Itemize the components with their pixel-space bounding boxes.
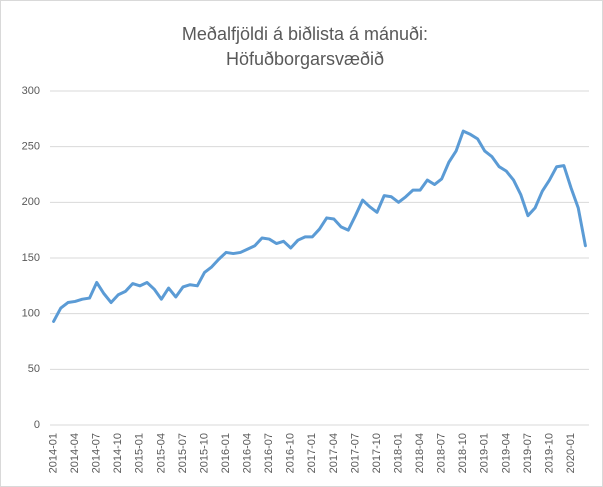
x-tick-label: 2017-04 <box>328 433 340 473</box>
chart-title: Meðalfjöldi á biðlista á mánuði: <box>182 24 428 44</box>
chart-title: Höfuðborgarsvæðið <box>226 49 384 69</box>
y-tick-label: 300 <box>22 85 40 97</box>
x-tick-label: 2017-10 <box>371 433 383 473</box>
x-tick-label: 2018-10 <box>457 433 469 473</box>
x-tick-label: 2015-07 <box>177 433 189 473</box>
x-tick-label: 2019-01 <box>479 433 491 473</box>
x-tick-label: 2014-10 <box>112 433 124 473</box>
x-tick-label: 2017-07 <box>349 433 361 473</box>
x-tick-label: 2017-01 <box>306 433 318 473</box>
y-tick-label: 250 <box>22 141 40 153</box>
x-tick-label: 2016-10 <box>285 433 297 473</box>
x-tick-label: 2018-07 <box>436 433 448 473</box>
x-tick-label: 2016-01 <box>220 433 232 473</box>
x-tick-label: 2019-04 <box>500 433 512 473</box>
data-line <box>52 129 587 323</box>
y-tick-label: 50 <box>28 363 40 375</box>
y-tick-label: 100 <box>22 308 40 320</box>
x-tick-label: 2019-10 <box>543 433 555 473</box>
x-tick-label: 2014-04 <box>69 433 81 473</box>
x-tick-label: 2018-01 <box>392 433 404 473</box>
x-tick-label: 2020-01 <box>565 433 577 473</box>
x-tick-label: 2014-01 <box>47 433 59 473</box>
x-tick-label: 2016-07 <box>263 433 275 473</box>
x-tick-label: 2015-10 <box>198 433 210 473</box>
x-tick-label: 2016-04 <box>242 433 254 473</box>
y-tick-label: 200 <box>22 196 40 208</box>
x-tick-label: 2019-07 <box>522 433 534 473</box>
y-tick-label: 0 <box>34 419 40 431</box>
x-tick-label: 2015-01 <box>134 433 146 473</box>
x-tick-label: 2014-07 <box>91 433 103 473</box>
y-tick-label: 150 <box>22 252 40 264</box>
x-tick-label: 2015-04 <box>155 433 167 473</box>
x-tick-label: 2018-04 <box>414 433 426 473</box>
